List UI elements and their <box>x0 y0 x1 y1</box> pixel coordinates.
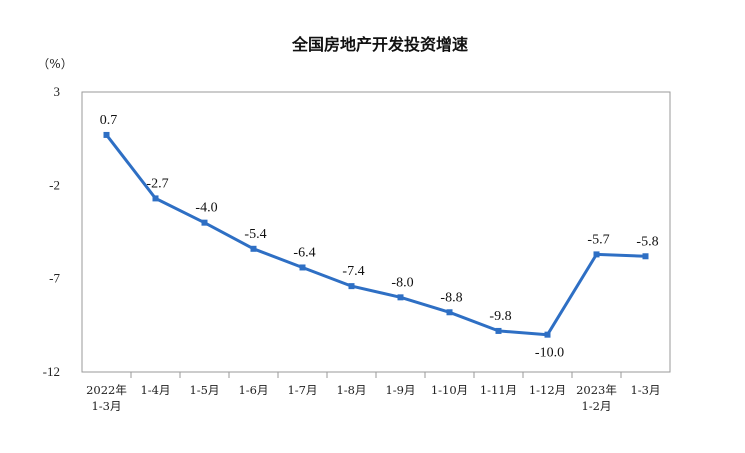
chart-title: 全国房地产开发投资增速 <box>291 35 468 54</box>
data-point <box>201 219 208 226</box>
y-tick-label: 3 <box>54 84 61 99</box>
data-series: 0.7 -2.7 -4.0 -5.4 -6.4 -7.4 -8.0 -8.8 -9.8 -10.0… <box>100 113 659 361</box>
y-tick-label: -2 <box>49 177 60 192</box>
x-tick-label: 1-3月 <box>91 399 121 413</box>
x-tick-label: 1-11月 <box>480 383 517 397</box>
data-label: -10.0 <box>535 346 564 361</box>
data-point <box>495 327 502 334</box>
x-tick-label: 2023年 <box>576 383 617 397</box>
data-point <box>348 283 355 290</box>
data-label: -2.7 <box>146 176 168 191</box>
x-tick-label: 1-9月 <box>385 383 415 397</box>
y-tick-label: -12 <box>43 364 60 379</box>
x-tick-label: 1-6月 <box>238 383 268 397</box>
data-point <box>397 294 404 301</box>
x-tick-label: 1-8月 <box>336 383 366 397</box>
x-tick-label: 1-3月 <box>630 383 660 397</box>
data-point <box>544 331 551 338</box>
x-tick-label: 1-4月 <box>140 383 170 397</box>
y-tick-label: -7 <box>49 271 60 286</box>
data-label: -7.4 <box>342 264 364 279</box>
x-tick-label: 1-12月 <box>529 383 566 397</box>
x-tick-label: 2022年 <box>86 383 127 397</box>
y-axis: 3 -2 -7 -12 <box>43 84 61 379</box>
y-axis-unit: （%） <box>37 57 72 71</box>
data-label: -5.4 <box>244 227 266 242</box>
data-label: -8.8 <box>440 290 462 305</box>
plot-area-frame <box>81 91 671 373</box>
data-point <box>446 309 453 316</box>
data-label: 0.7 <box>100 113 118 128</box>
data-label: -6.4 <box>293 245 315 260</box>
x-tick-label: 1-7月 <box>287 383 317 397</box>
x-axis: 2022年 1-3月 1-4月 1-5月 1-6月 1-7月 1-8月 1-9月 1-10月 1-… <box>86 372 661 413</box>
data-point <box>152 195 159 202</box>
x-tick-label: 1-2月 <box>581 399 611 413</box>
data-label: -9.8 <box>489 309 511 324</box>
data-point <box>250 245 257 252</box>
data-label: -4.0 <box>195 201 217 216</box>
data-label: -5.8 <box>636 234 658 249</box>
data-point <box>593 251 600 258</box>
data-point <box>103 131 110 138</box>
data-label: -8.0 <box>391 275 413 290</box>
data-point <box>642 253 649 260</box>
data-label: -5.7 <box>587 232 609 247</box>
series-line <box>105 133 646 337</box>
x-tick-label: 1-10月 <box>431 383 468 397</box>
x-tick-label: 1-5月 <box>189 383 219 397</box>
data-point <box>299 264 306 271</box>
